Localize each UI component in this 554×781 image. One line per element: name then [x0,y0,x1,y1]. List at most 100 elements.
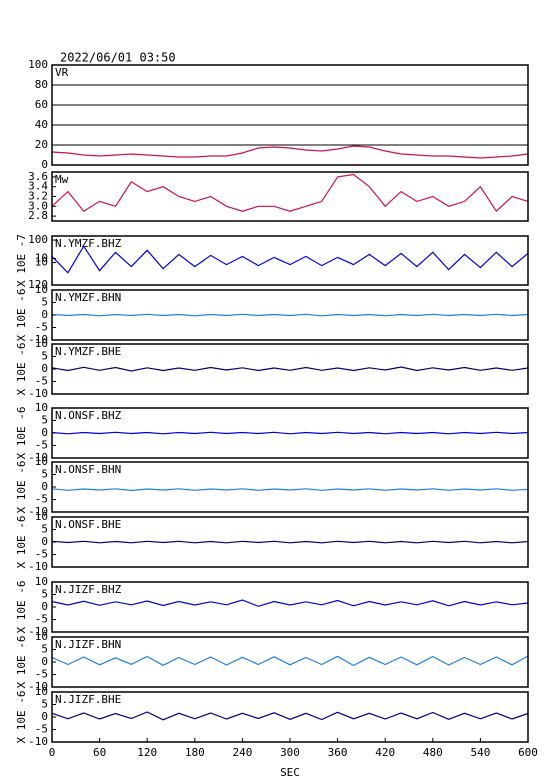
y-tick-label: 120 [28,278,48,291]
y-tick-label: 10 [35,455,48,468]
trace [51,599,529,607]
panel-label: Mw [55,173,69,186]
y-tick-label: 10 [35,283,48,296]
trace [51,173,529,213]
y-tick-label: -5 [35,321,48,334]
y-tick-label: 20 [35,138,48,151]
trace [51,540,529,544]
y-tick-label: 5 [41,698,48,711]
y-axis-label: X 10E -6 [15,691,28,744]
y-tick-label: 0 [41,480,48,493]
y-axis-label: X 10E -6 [15,289,28,342]
x-tick-label: 60 [93,746,106,759]
panel-frame [51,461,529,513]
y-tick-label: -5 [35,548,48,561]
y-tick-label: 0 [41,535,48,548]
trace [51,711,529,721]
x-tick-label: 360 [328,746,348,759]
trace [51,245,529,274]
y-tick-label: 0 [41,600,48,613]
panel-frame [51,407,529,459]
panel-label: N.YMZF.BHE [55,345,121,358]
x-axis-label: SEC [280,766,300,779]
trace [51,488,529,492]
y-axis-label: X 10E -6 [15,636,28,689]
panel-label: N.YMZF.BHZ [55,237,122,250]
panel-label: N.JIZF.BHN [55,638,121,651]
x-tick-label: 480 [423,746,443,759]
x-tick-label: 240 [232,746,252,759]
x-tick-label: 540 [470,746,490,759]
chart-title: 2022/06/01 03:50 [60,51,176,65]
panel-label: VR [55,66,69,79]
trace [51,366,529,372]
y-tick-label: 0 [41,362,48,375]
panel-frame [51,64,529,166]
y-tick-label: 0 [41,710,48,723]
panel-label: N.JIZF.BHE [55,693,121,706]
y-tick-label: 10 [35,337,48,350]
panel-frame [51,581,529,633]
y-tick-label: 10 [35,256,48,269]
y-tick-label: 10 [35,685,48,698]
x-tick-label: 420 [375,746,395,759]
y-tick-label: -10 [28,560,48,573]
trace [51,313,529,317]
y-tick-label: -10 [28,387,48,400]
panel-frame [51,636,529,688]
y-tick-label: 5 [41,643,48,656]
trace [51,655,529,667]
x-tick-label: 0 [49,746,56,759]
y-axis-label: X 10E -6 [15,461,28,514]
panel-label: N.ONSF.BHZ [55,409,122,422]
y-tick-label: -5 [35,613,48,626]
panel-label: N.ONSF.BHN [55,463,121,476]
x-tick-label: 600 [518,746,538,759]
y-tick-label: 5 [41,350,48,363]
y-tick-label: -10 [28,735,48,748]
y-axis-label: X 10E -6 [15,581,28,634]
y-tick-label: 3.2 [28,190,48,203]
y-tick-label: -10 [28,505,48,518]
y-tick-label: 10 [35,251,48,264]
y-tick-label: -5 [35,493,48,506]
y-tick-label: 40 [35,118,48,131]
y-tick-label: -10 [28,680,48,693]
panel-frame [51,516,529,568]
panel-frame [51,343,529,395]
panel-frame [51,691,529,743]
y-tick-label: 100 [28,58,48,71]
y-tick-label: 100 [28,233,48,246]
y-tick-label: -10 [28,625,48,638]
panel-frame [51,289,529,341]
x-tick-label: 120 [137,746,157,759]
y-tick-label: 2.8 [28,209,48,222]
y-tick-label: -5 [35,439,48,452]
y-axis-label: X 10E -7 [15,234,28,287]
trace [51,431,529,435]
y-tick-label: -5 [35,375,48,388]
y-axis-label: X 10E -6 [15,516,28,569]
panel-frame [51,235,529,286]
y-tick-label: 10 [35,510,48,523]
y-tick-label: 0 [41,426,48,439]
x-tick-label: 180 [185,746,205,759]
y-tick-label: 5 [41,588,48,601]
panel-frame [51,171,529,222]
y-tick-label: 3.6 [28,170,48,183]
y-tick-label: 5 [41,468,48,481]
y-tick-label: -5 [35,668,48,681]
y-tick-label: 5 [41,414,48,427]
y-tick-label: -10 [28,333,48,346]
y-tick-label: 5 [41,523,48,536]
y-tick-label: 80 [35,78,48,91]
y-tick-label: 10 [35,630,48,643]
panel-label: N.JIZF.BHZ [55,583,122,596]
y-tick-label: -10 [28,451,48,464]
panel-label: N.YMZF.BHN [55,291,121,304]
y-tick-label: 3.4 [28,180,48,193]
y-tick-label: 0 [41,308,48,321]
y-tick-label: 0 [41,655,48,668]
y-tick-label: 10 [35,575,48,588]
